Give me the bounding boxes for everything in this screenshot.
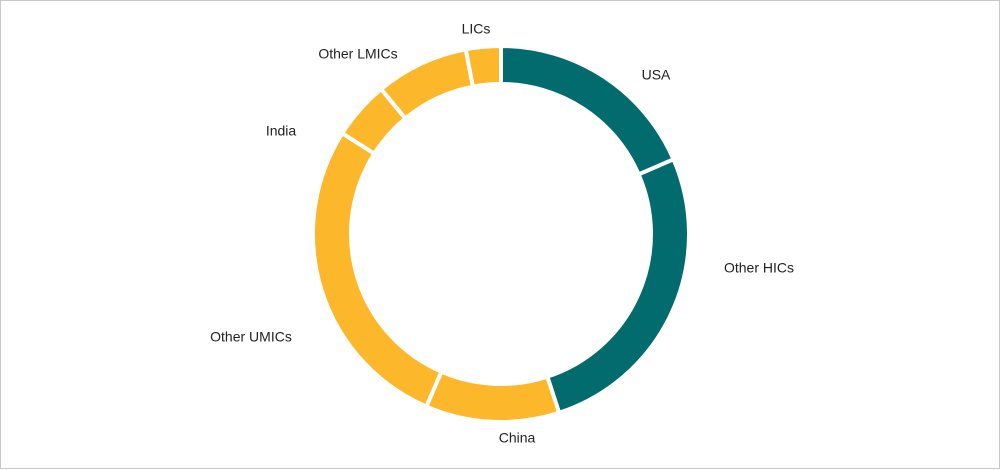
slice-other-hics [544,156,691,416]
donut-slices [311,43,691,424]
slice-china [423,369,562,424]
label-other-lmics: Other LMICs [318,46,397,62]
slice-other-umics [311,130,445,410]
slice-labels: USA Other HICs China Other UMICs India Other … [210,21,794,446]
label-india: India [266,123,297,139]
label-lics: LICs [462,21,491,37]
slice-usa [499,43,677,178]
label-other-umics: Other UMICs [210,329,292,345]
label-usa: USA [642,67,671,83]
slice-lics [463,43,503,89]
label-other-hics: Other HICs [724,260,794,276]
label-china: China [499,430,536,446]
